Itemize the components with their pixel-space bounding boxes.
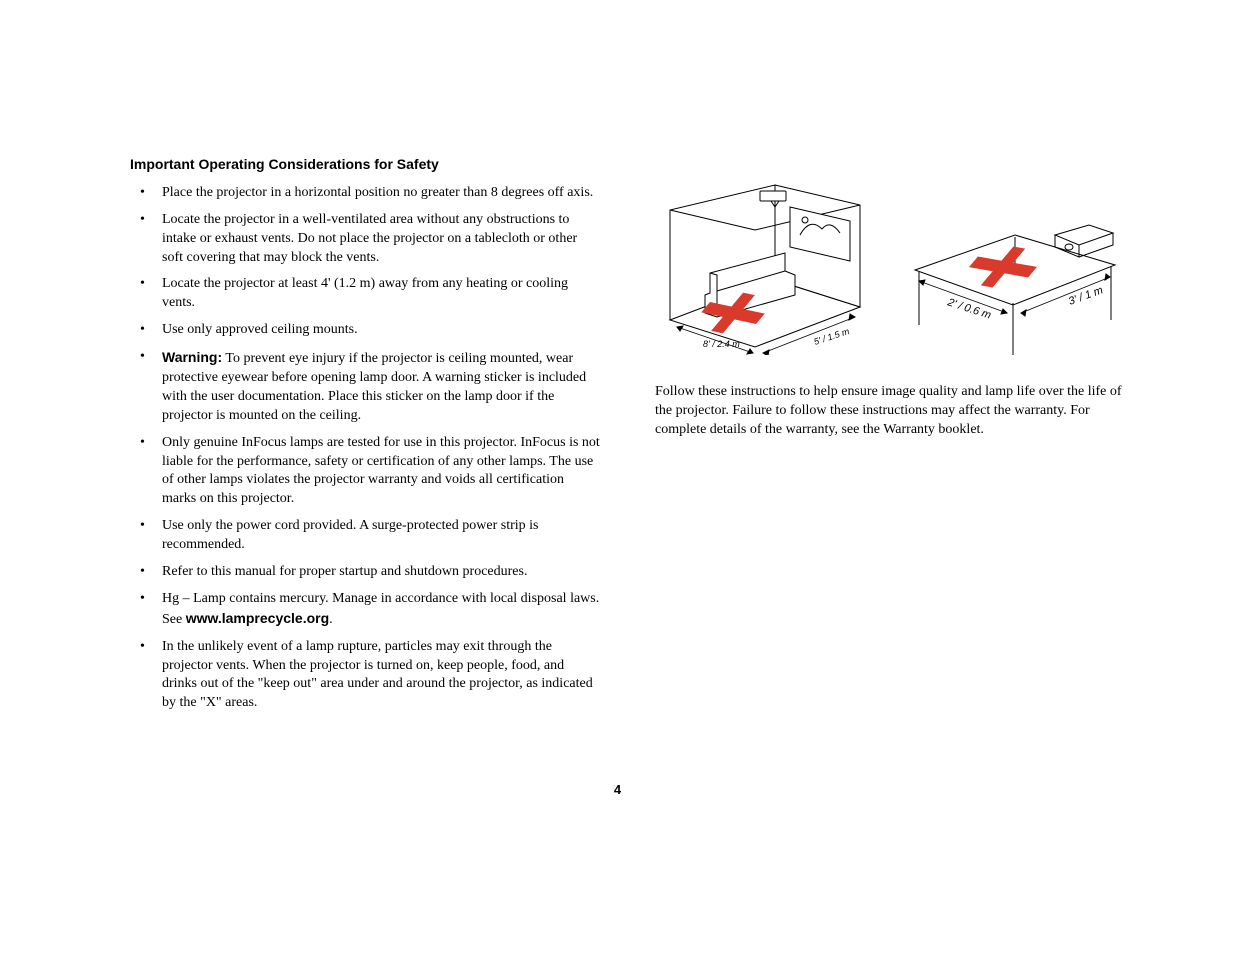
- warning-label: Warning:: [162, 349, 222, 365]
- recycle-url: www.lamprecycle.org: [186, 610, 329, 626]
- dim-table-left: 2' / 0.6 m: [945, 296, 992, 322]
- right-column: 8' / 2.4 m 5' / 1.5 m: [655, 155, 1125, 721]
- list-item: Place the projector in a horizontal posi…: [134, 184, 600, 203]
- list-item: Use only the power cord provided. A surg…: [134, 517, 600, 555]
- list-item: Locate the projector at least 4' (1.2 m)…: [134, 275, 600, 313]
- dim-room-right: 5' / 1.5 m: [813, 326, 852, 347]
- page-number: 4: [0, 781, 1235, 799]
- list-item: Refer to this manual for proper startup …: [134, 563, 600, 582]
- list-item: In the unlikely event of a lamp rupture,…: [134, 638, 600, 714]
- dim-room-left: 8' / 2.4 m: [703, 339, 740, 349]
- list-item: Use only approved ceiling mounts.: [134, 321, 600, 340]
- list-item: Warning: To prevent eye injury if the pr…: [134, 348, 600, 426]
- dim-table-right: 3' / 1 m: [1067, 284, 1105, 307]
- section-heading: Important Operating Considerations for S…: [130, 155, 600, 174]
- follow-paragraph: Follow these instructions to help ensure…: [655, 383, 1125, 440]
- list-item: Locate the projector in a well-ventilate…: [134, 211, 600, 268]
- left-column: Important Operating Considerations for S…: [130, 155, 600, 721]
- safety-bullet-list: Place the projector in a horizontal posi…: [130, 184, 600, 713]
- list-item: Hg – Lamp contains mercury. Manage in ac…: [134, 590, 600, 630]
- safety-diagram: 8' / 2.4 m 5' / 1.5 m: [655, 175, 1125, 355]
- diagram-svg: 8' / 2.4 m 5' / 1.5 m: [655, 175, 1125, 355]
- list-item: Only genuine InFocus lamps are tested fo…: [134, 434, 600, 510]
